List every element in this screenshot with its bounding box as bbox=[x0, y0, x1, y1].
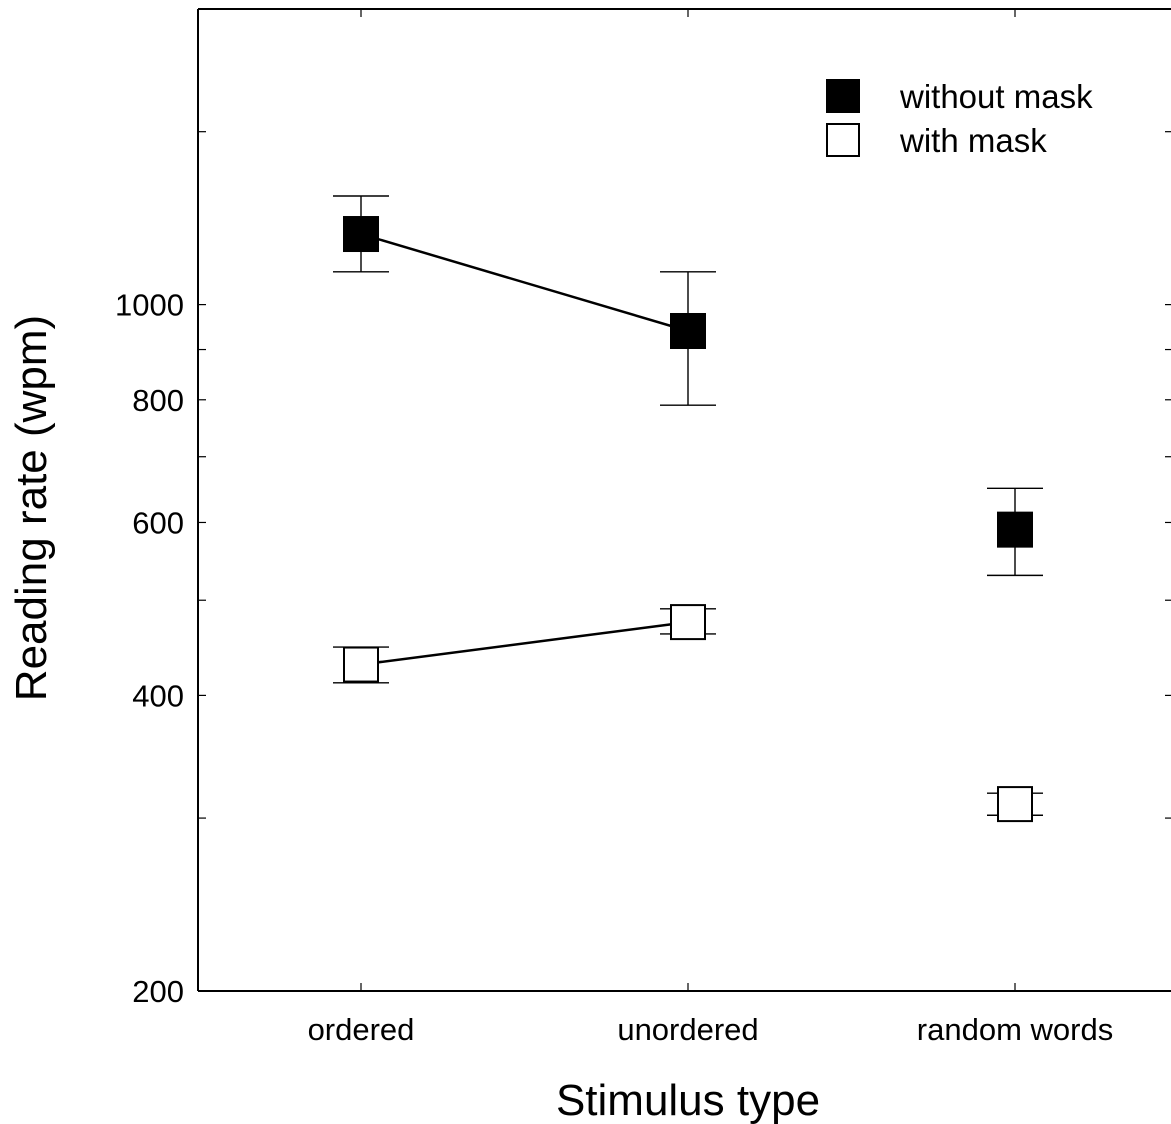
x-axis-title: Stimulus type bbox=[556, 1076, 820, 1124]
series-0 bbox=[333, 195, 1043, 577]
data-point bbox=[997, 786, 1033, 823]
y-axis-title: Reading rate (wpm) bbox=[7, 315, 56, 701]
series-1 bbox=[333, 604, 1043, 823]
data-point bbox=[343, 216, 379, 253]
legend-label: with mask bbox=[899, 122, 1047, 159]
y-tick-label: 400 bbox=[132, 678, 184, 713]
legend-marker bbox=[826, 79, 860, 113]
x-tick-label: random words bbox=[917, 1012, 1113, 1047]
y-tick-label: 200 bbox=[132, 974, 184, 1009]
legend-label: without mask bbox=[899, 78, 1093, 115]
series-line-segment bbox=[360, 620, 689, 666]
data-point bbox=[997, 511, 1033, 548]
axes: 200 400 600 800 1000 ordered unordered random w… bbox=[115, 8, 1171, 1047]
x-tick-label: unordered bbox=[617, 1012, 758, 1047]
legend-marker bbox=[826, 123, 860, 157]
y-tick-label: 600 bbox=[132, 505, 184, 540]
legend: without mask with mask bbox=[826, 78, 1093, 159]
series-line-segment bbox=[360, 232, 689, 333]
y-tick-label: 800 bbox=[132, 383, 184, 418]
x-tick-label: ordered bbox=[308, 1012, 415, 1047]
data-point bbox=[670, 604, 706, 641]
data-point bbox=[670, 312, 706, 349]
series-layer bbox=[333, 195, 1043, 823]
data-point bbox=[343, 646, 379, 683]
y-tick-label: 1000 bbox=[115, 288, 184, 323]
